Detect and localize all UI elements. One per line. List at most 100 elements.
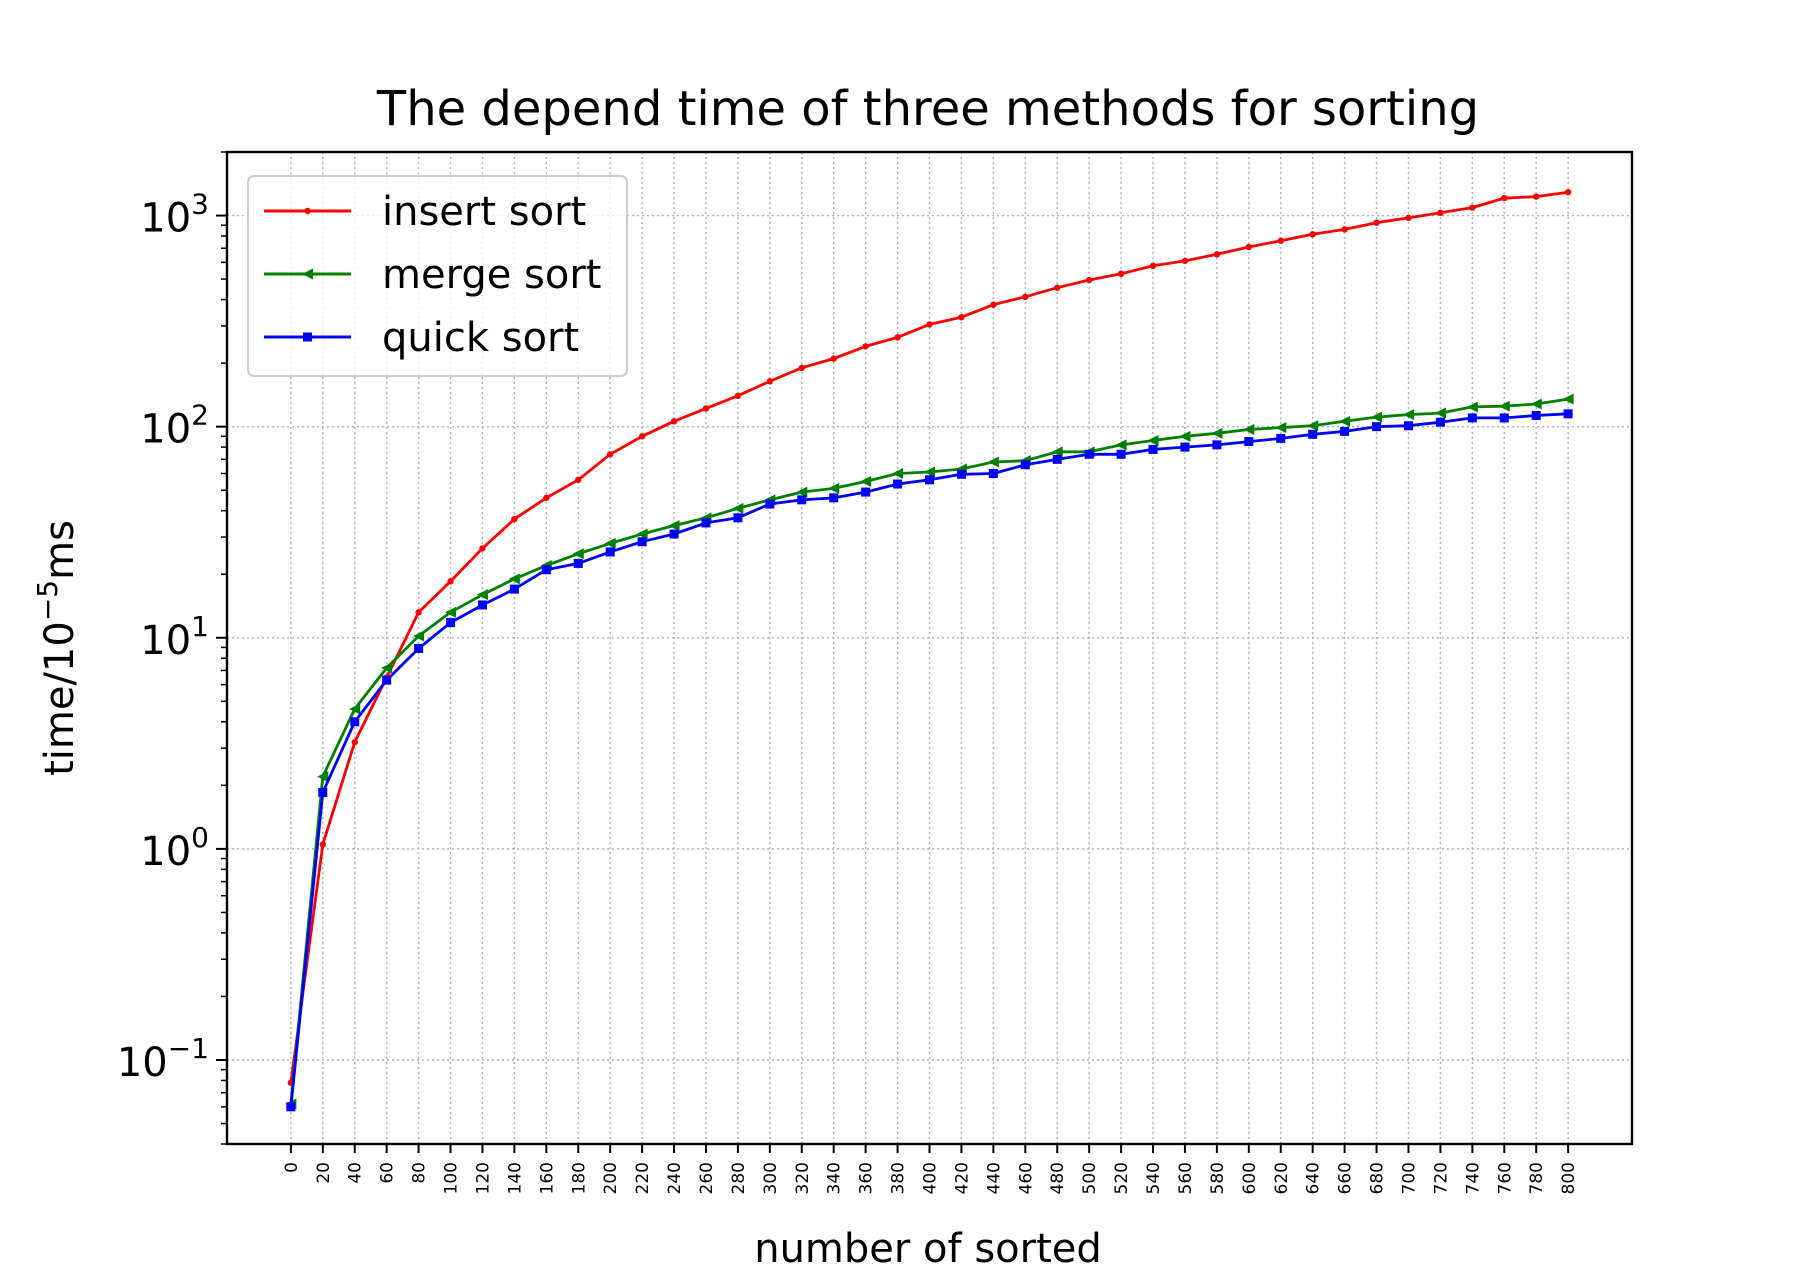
data-point-merge-sort [1466,401,1478,413]
x-tick-label: 180 [569,1162,589,1194]
y-tick-label: 103 [140,188,209,242]
data-point-quick-sort [1308,429,1318,439]
data-point-insert-sort [1309,231,1316,238]
x-tick-label: 500 [1080,1162,1100,1194]
x-tick-label: 800 [1559,1162,1579,1194]
data-point-insert-sort [1501,194,1508,202]
data-point-insert-sort [575,476,582,484]
series-quick-sort [286,409,1573,1112]
data-point-quick-sort [1372,422,1382,432]
data-point-merge-sort [349,703,361,715]
data-point-quick-sort [956,469,966,479]
data-point-quick-sort [829,493,839,503]
data-point-merge-sort [1530,398,1542,410]
data-point-insert-sort [319,841,326,848]
data-point-merge-sort [732,502,744,514]
legend-label: merge sort [382,252,601,298]
data-point-merge-sort [1371,411,1383,423]
legend-label: quick sort [382,315,579,361]
data-point-quick-sort [477,600,487,610]
data-point-quick-sort [1180,442,1190,452]
data-point-quick-sort [382,675,392,685]
data-point-quick-sort [1020,460,1030,470]
data-point-quick-sort [1499,413,1509,423]
data-point-merge-sort [1562,393,1574,405]
data-point-insert-sort [926,321,933,328]
data-point-insert-sort [1181,257,1189,265]
data-point-quick-sort [1531,410,1541,420]
data-point-merge-sort [1402,409,1414,421]
x-tick-label: 680 [1368,1162,1388,1194]
legend-marker [303,332,312,342]
data-point-quick-sort [893,479,903,489]
data-point-insert-sort [1373,219,1380,226]
data-point-insert-sort [1213,251,1221,258]
data-point-merge-sort [636,528,648,540]
data-point-merge-sort [1179,430,1191,442]
x-tick-label: 600 [1240,1162,1260,1194]
data-point-quick-sort [1244,437,1254,447]
data-point-merge-sort [1211,427,1223,439]
data-point-insert-sort [990,301,997,308]
x-tick-label: 220 [633,1162,653,1194]
x-tick-label: 520 [1112,1162,1132,1194]
data-point-merge-sort [1275,422,1287,434]
data-point-insert-sort [1277,237,1284,244]
x-tick-label: 20 [314,1162,334,1184]
x-tick-label: 560 [1176,1162,1196,1194]
data-point-merge-sort [892,467,904,479]
legend-entry-merge-sort: merge sort [264,252,601,298]
data-point-merge-sort [1147,434,1159,446]
x-tick-label: 320 [793,1162,813,1194]
data-point-merge-sort [604,537,616,549]
data-point-insert-sort [894,334,901,341]
x-tick-label: 360 [857,1162,877,1194]
data-point-insert-sort [447,578,454,585]
data-point-insert-sort [1533,193,1540,200]
data-point-quick-sort [446,618,456,628]
data-point-insert-sort [1054,284,1061,291]
data-point-quick-sort [1467,413,1477,423]
data-point-insert-sort [1341,226,1348,233]
data-point-merge-sort [1115,439,1127,451]
x-tick-label: 460 [1016,1162,1036,1194]
chart-title: The depend time of three methods for sor… [376,81,1479,137]
data-point-quick-sort [861,487,871,497]
legend: insert sort merge sort quick sort [247,175,628,377]
x-tick-label: 200 [601,1162,621,1194]
data-point-quick-sort [669,529,679,539]
x-tick-label: 400 [921,1162,941,1194]
data-point-merge-sort [860,475,872,487]
data-point-merge-sort [413,630,425,642]
x-tick-label: 580 [1208,1162,1228,1194]
data-point-insert-sort [766,378,774,385]
y-tick-label: 10−1 [117,1032,209,1086]
data-point-insert-sort [511,515,518,523]
x-axis-label: number of sorted [754,1226,1102,1272]
data-point-merge-sort [1243,423,1255,435]
data-point-insert-sort [670,418,678,425]
x-tick-label: 300 [761,1162,781,1194]
data-point-merge-sort [1339,415,1351,427]
data-point-merge-sort [1051,446,1063,458]
legend-marker [304,207,311,215]
data-point-insert-sort [702,405,710,412]
plot-series [285,189,1574,1112]
data-point-quick-sort [1116,449,1126,459]
x-tick-label: 740 [1463,1162,1483,1194]
x-tick-label: 260 [697,1162,717,1194]
data-point-quick-sort [541,565,551,575]
x-tick-label: 760 [1495,1162,1515,1194]
x-tick-label: 720 [1431,1162,1451,1194]
x-tick-label: 620 [1272,1162,1292,1194]
data-point-quick-sort [1052,454,1062,464]
y-tick-label: 102 [140,399,209,453]
data-point-merge-sort [1434,407,1446,419]
data-point-insert-sort [1022,293,1029,301]
data-point-quick-sort [605,547,615,557]
data-point-insert-sort [1117,270,1125,277]
data-point-quick-sort [318,787,328,797]
data-point-merge-sort [668,520,680,532]
data-point-quick-sort [701,518,711,528]
